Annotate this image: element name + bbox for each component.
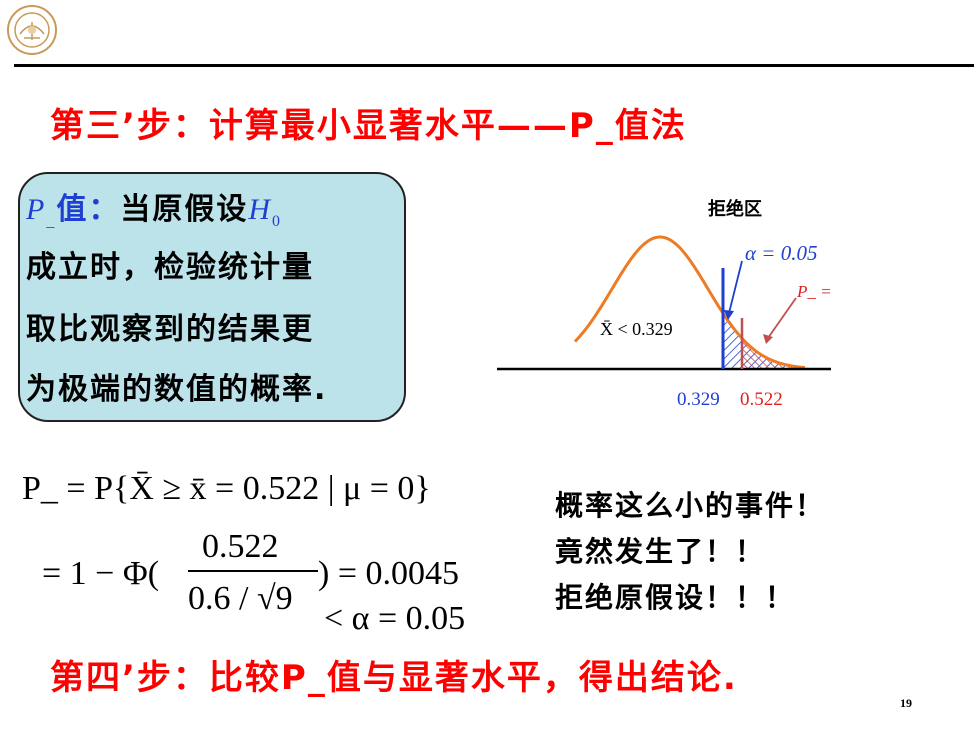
fraction-bar — [188, 570, 318, 572]
university-seal-icon — [7, 5, 57, 55]
definition-line-4: 为极端的数值的概率. — [26, 372, 328, 407]
critical-value-label: 0.329 — [677, 389, 720, 410]
observed-value-label: 0.522 — [740, 389, 783, 410]
alpha-label: α = 0.05 — [745, 241, 817, 265]
slide-title: 第三’步：计算最小显著水平——P_值法 — [50, 106, 687, 146]
value-label: 值： — [56, 192, 121, 227]
header-rule — [14, 64, 974, 67]
p-value-area — [742, 338, 805, 369]
definition-text-1: 当原假设 — [120, 192, 249, 227]
definition-line-3: 取比观察到的结果更 — [26, 312, 314, 347]
h-subscript: 0 — [272, 213, 282, 230]
formula-line2-prefix: = 1 − Φ( — [42, 555, 160, 592]
p-arrow-head — [763, 334, 773, 344]
definition-line-1: P_值：当原假设H0 — [26, 184, 282, 231]
page-number: 19 — [900, 696, 912, 710]
p-arrow — [767, 297, 797, 339]
h-symbol: H — [248, 193, 272, 226]
step-four-heading: 第四’步：比较P_值与显著水平，得出结论. — [50, 658, 738, 698]
rejection-region-chart: 拒绝区 α = 0.05 P_ = 0.0045 X̄ < 0.329 0.32… — [497, 198, 835, 410]
p-value-formula: P_ = P{X̄ ≥ x̄ = 0.522 | μ = 0} — [22, 470, 431, 507]
p-value-label: P_ = 0.0045 — [796, 282, 835, 301]
alpha-arrow — [728, 260, 743, 314]
definition-line-2: 成立时，检验统计量 — [26, 250, 314, 285]
definition-box: P_值：当原假设H0 成立时，检验统计量 取比观察到的结果更 为极端的数值的概率… — [18, 172, 406, 422]
acceptance-label: X̄ < 0.329 — [600, 319, 673, 339]
normal-curve — [573, 235, 806, 370]
remark-line-2: 竟然发生了！！ — [555, 535, 766, 568]
fraction-denominator: 0.6 / √9 — [188, 580, 293, 617]
remark-line-3: 拒绝原假设！！！ — [555, 581, 796, 614]
p-subscript: _ — [46, 213, 57, 230]
alpha-arrow-head — [724, 310, 734, 320]
rejection-region-title: 拒绝区 — [708, 198, 762, 220]
formula-line2-suffix: ) = 0.0045 — [318, 555, 459, 592]
p-symbol: P — [26, 193, 47, 226]
fraction-numerator: 0.522 — [202, 528, 279, 565]
remark-line-1: 概率这么小的事件！ — [555, 489, 826, 522]
alpha-comparison: < α = 0.05 — [324, 600, 466, 637]
